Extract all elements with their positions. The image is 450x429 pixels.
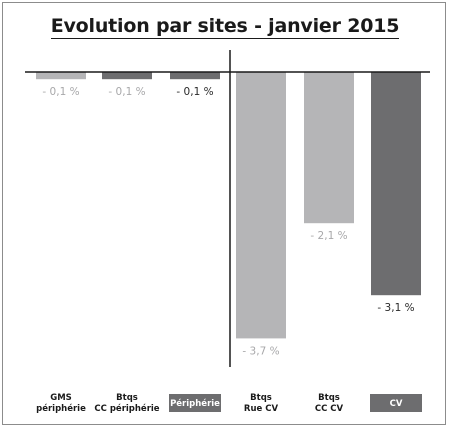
category-box-2 — [169, 394, 221, 412]
bar-3 — [236, 72, 286, 339]
category-label-4-line-0: Btqs — [318, 393, 340, 403]
value-label-4: - 2,1 % — [310, 230, 347, 242]
bar-2 — [170, 72, 220, 80]
category-label-2: Périphérie — [170, 398, 220, 409]
category-label-1-line-1: CC périphérie — [94, 403, 159, 414]
value-label-3: - 3,7 % — [242, 345, 279, 357]
category-label-1-line-0: Btqs — [116, 393, 138, 403]
category-label-4-line-1: CC CV — [315, 404, 344, 414]
chart-title-wrap: Evolution par sites - janvier 2015 — [0, 15, 450, 39]
category-label-5: CV — [390, 399, 403, 409]
value-label-2: - 0,1 % — [176, 86, 213, 98]
bar-4 — [304, 72, 354, 224]
bar-1 — [102, 72, 152, 80]
category-label-3-line-1: Rue CV — [244, 404, 279, 414]
category-label-0-line-0: GMS — [50, 393, 72, 403]
value-label-0: - 0,1 % — [42, 86, 79, 98]
category-box-5 — [370, 394, 422, 412]
bar-0 — [36, 72, 86, 80]
bars-group — [36, 72, 421, 339]
value-label-1: - 0,1 % — [108, 86, 145, 98]
category-label-3-line-0: Btqs — [250, 393, 272, 403]
value-label-5: - 3,1 % — [377, 302, 414, 314]
bar-5 — [371, 72, 421, 296]
category-label-0-line-1: périphérie — [36, 403, 86, 414]
chart-title: Evolution par sites - janvier 2015 — [50, 15, 400, 39]
value-labels-group: - 0,1 % - 0,1 % - 0,1 % - 3,7 % - 2,1 % - 3,1… — [42, 86, 414, 357]
